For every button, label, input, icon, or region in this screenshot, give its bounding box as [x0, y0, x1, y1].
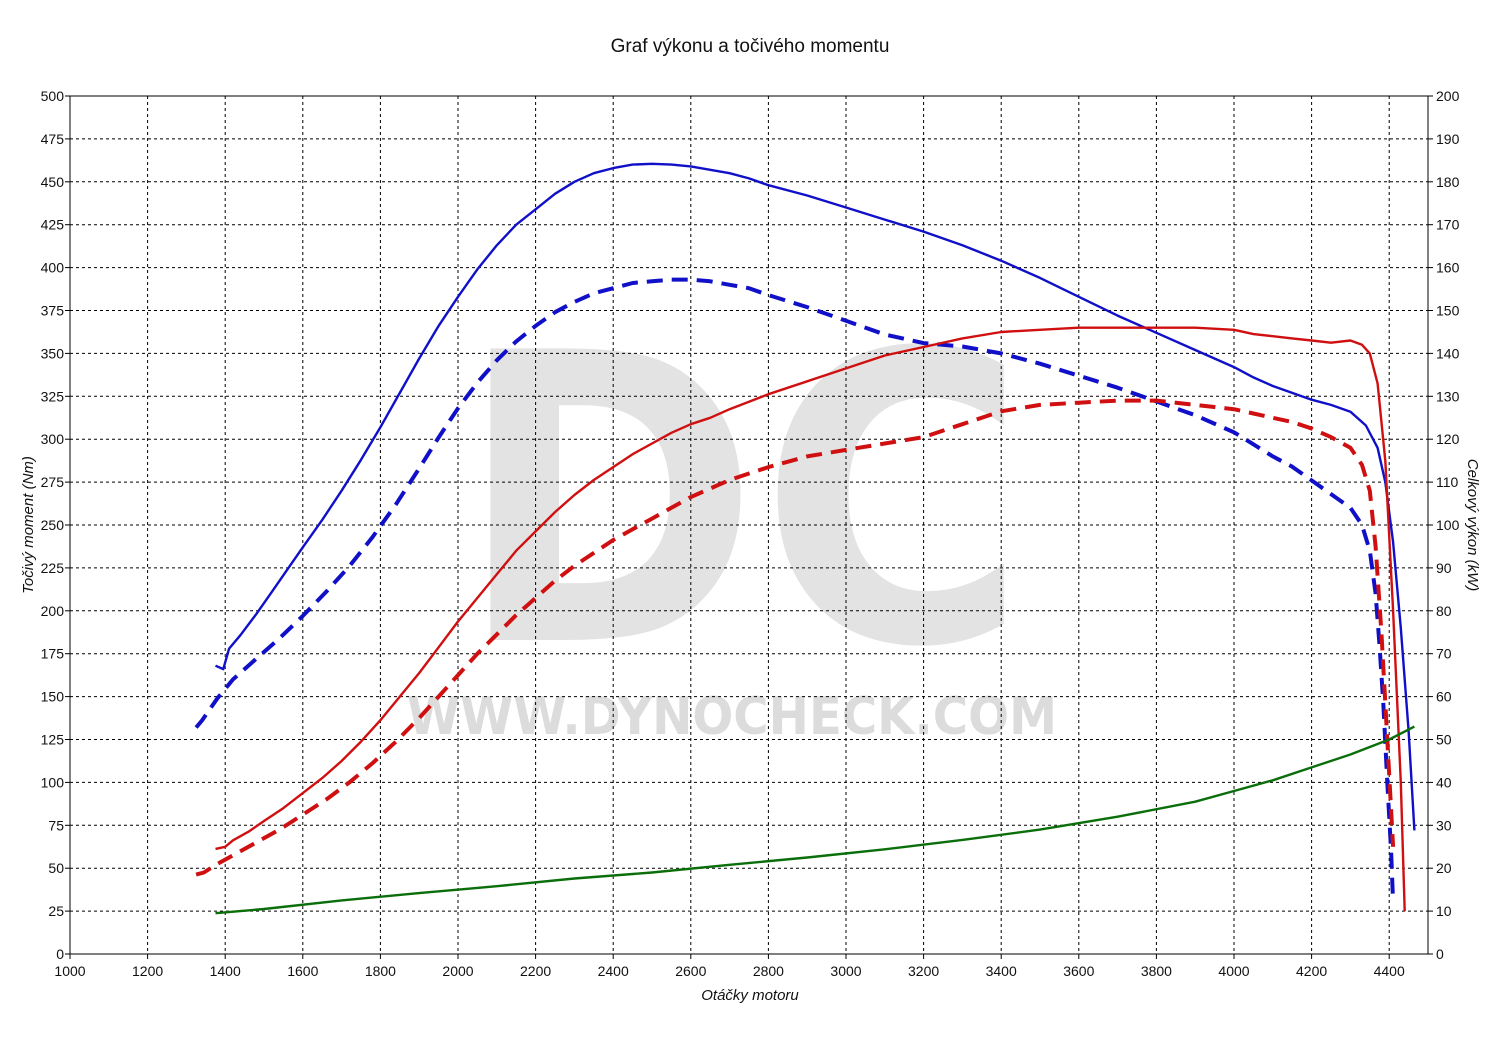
- y-left-tick-label: 350: [41, 345, 65, 361]
- y-right-tick-label: 110: [1436, 474, 1459, 490]
- y-left-tick-label: 500: [41, 88, 65, 104]
- y-left-tick-label: 450: [41, 174, 65, 190]
- y-left-tick-label: 175: [41, 646, 65, 662]
- y-axis-left-label: Točivý moment (Nm): [20, 456, 37, 594]
- grid: [70, 96, 1428, 954]
- y-left-tick-label: 250: [41, 517, 65, 533]
- y-right-tick-label: 70: [1436, 646, 1452, 662]
- x-tick-label: 4200: [1296, 963, 1327, 979]
- x-tick-label: 4000: [1218, 963, 1249, 979]
- y-right-tick-label: 30: [1436, 817, 1452, 833]
- series-line-power_tuned: [215, 326, 1406, 912]
- series-lines: [194, 162, 1416, 915]
- y-left-tick-label: 475: [41, 131, 65, 147]
- watermark-url: WWW.DYNOCHECK.COM: [407, 687, 1057, 747]
- y-right-tick-label: 60: [1436, 689, 1452, 705]
- series-line-torque_tuned: [215, 162, 1416, 831]
- x-tick-label: 2200: [520, 963, 551, 979]
- x-tick-label: 3200: [908, 963, 939, 979]
- series-line-power_stock: [195, 398, 1396, 877]
- x-tick-label: 2600: [675, 963, 706, 979]
- chart-title: Graf výkonu a točivého momentu: [611, 36, 890, 57]
- y-right-tick-label: 90: [1436, 560, 1452, 576]
- x-tick-label: 3000: [830, 963, 861, 979]
- x-tick-label: 2400: [598, 963, 629, 979]
- y-left-tick-label: 200: [41, 603, 65, 619]
- y-left-tick-label: 375: [41, 303, 65, 319]
- x-tick-label: 1800: [365, 963, 396, 979]
- y-right-tick-label: 100: [1436, 517, 1460, 533]
- y-left-tick-label: 225: [41, 560, 65, 576]
- x-tick-label: 4400: [1374, 963, 1405, 979]
- x-tick-label: 2000: [442, 963, 473, 979]
- y-right-tick-label: 50: [1436, 732, 1452, 748]
- y-right-tick-label: 80: [1436, 603, 1452, 619]
- x-tick-label: 3600: [1063, 963, 1094, 979]
- y-left-tick-label: 75: [48, 817, 64, 833]
- y-right-tick-label: 120: [1436, 431, 1460, 447]
- x-tick-label: 1200: [132, 963, 163, 979]
- y-axis-right-label: Celkový výkon (kW): [1464, 459, 1481, 592]
- y-left-tick-label: 325: [41, 388, 65, 404]
- y-right-tick-label: 190: [1436, 131, 1460, 147]
- axis-ticks: 1000 1200 1400 1600 1800 2000 2200 2400 2600 2800…: [41, 88, 1460, 979]
- y-left-tick-label: 425: [41, 217, 65, 233]
- y-left-tick-label: 100: [41, 774, 65, 790]
- y-right-tick-label: 10: [1436, 903, 1452, 919]
- y-right-tick-label: 140: [1436, 345, 1460, 361]
- x-tick-label: 2800: [753, 963, 784, 979]
- y-right-tick-label: 180: [1436, 174, 1460, 190]
- y-left-tick-label: 50: [48, 860, 64, 876]
- y-right-tick-label: 160: [1436, 260, 1460, 276]
- y-left-tick-label: 150: [41, 689, 65, 705]
- y-left-tick-label: 275: [41, 474, 65, 490]
- x-tick-label: 1400: [210, 963, 241, 979]
- y-right-tick-label: 130: [1436, 388, 1460, 404]
- y-right-tick-label: 200: [1436, 88, 1460, 104]
- x-tick-label: 3800: [1141, 963, 1172, 979]
- x-tick-label: 1600: [287, 963, 318, 979]
- y-left-tick-label: 25: [48, 903, 64, 919]
- y-left-tick-label: 400: [41, 260, 65, 276]
- x-tick-label: 1000: [54, 963, 85, 979]
- y-left-tick-label: 300: [41, 431, 65, 447]
- y-right-tick-label: 40: [1436, 774, 1452, 790]
- y-left-tick-label: 125: [41, 732, 65, 748]
- y-right-tick-label: 0: [1436, 946, 1444, 962]
- x-axis-label: Otáčky motoru: [701, 987, 799, 1004]
- y-right-tick-label: 170: [1436, 217, 1460, 233]
- watermark-letters: DC: [457, 270, 1027, 735]
- y-right-tick-label: 20: [1436, 860, 1452, 876]
- x-tick-label: 3400: [986, 963, 1017, 979]
- y-right-tick-label: 150: [1436, 303, 1460, 319]
- series-line-losses: [215, 725, 1415, 915]
- y-left-tick-label: 0: [56, 946, 64, 962]
